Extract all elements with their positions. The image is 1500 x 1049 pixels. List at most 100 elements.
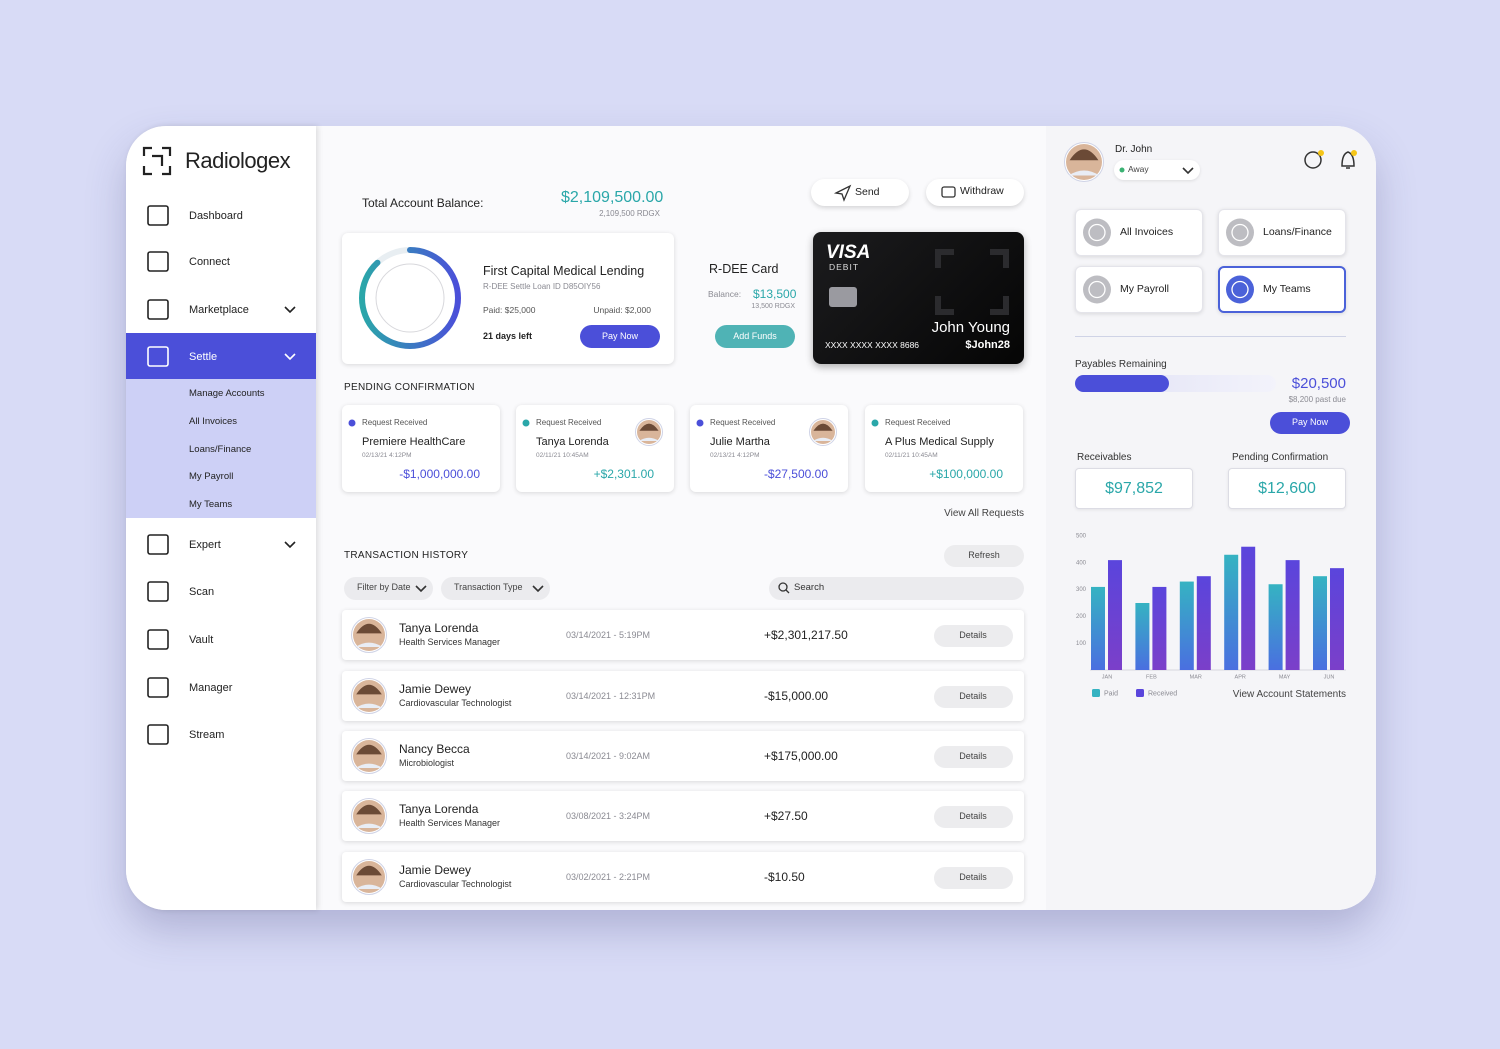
summary-label: Receivables [1077,452,1132,463]
filter-dropdown[interactable] [344,577,433,600]
summary-box [1075,468,1193,509]
details-button[interactable] [934,867,1013,889]
loan-days-left: 21 days left [483,331,533,342]
status-dropdown[interactable] [1114,160,1200,180]
nav-item[interactable]: Connect [189,255,230,268]
transaction-name: Tanya Lorenda [399,621,479,636]
transaction-date: 03/14/2021 - 5:19PM [566,630,651,641]
nav-item[interactable]: Stream [189,728,225,741]
details-button[interactable] [934,686,1013,708]
details-label[interactable]: Details [959,811,987,822]
balance-amount: $2,109,500.00 [561,188,664,206]
add-funds-label[interactable]: Add Funds [733,331,777,342]
transaction-role: Health Services Manager [399,818,501,829]
submenu-item[interactable]: My Teams [189,498,233,510]
transaction-name: Nancy Becca [399,742,470,757]
transaction-role: Cardiovascular Technologist [399,698,512,709]
statements-link[interactable]: View Account Statements [1232,688,1346,700]
transaction-amount: -$10.50 [764,870,805,885]
details-label[interactable]: Details [959,751,987,762]
submenu-item[interactable]: Loans/Finance [189,443,252,455]
nav-item[interactable]: Settle [189,350,218,363]
transaction-row [342,671,1024,721]
nav-active [126,333,316,379]
rdee-tokens: 13,500 RDGX [751,303,795,311]
quick-link-label[interactable]: Loans/Finance [1263,226,1332,239]
pay-now-button[interactable] [1270,412,1350,434]
section-title: TRANSACTION HISTORY [344,549,469,561]
details-label[interactable]: Details [959,872,987,883]
pay-now-label[interactable]: Pay Now [601,331,639,342]
payables-label: Payables Remaining [1075,358,1167,370]
refresh-label[interactable]: Refresh [968,550,1000,561]
pending-amount: +$2,301.00 [593,467,654,482]
transaction-date: 03/14/2021 - 12:31PM [566,691,656,702]
details-label[interactable]: Details [959,630,987,641]
view-all-link[interactable]: View All Requests [944,507,1024,519]
transaction-role: Health Services Manager [399,637,501,648]
nav-item[interactable]: Marketplace [189,303,249,316]
refresh-button[interactable] [944,545,1024,567]
transaction-role: Microbiologist [399,758,455,769]
pending-card [342,405,500,492]
nav-item[interactable]: Expert [189,538,221,551]
summary-label: Pending Confirmation [1232,452,1329,463]
card-number: XXXX XXXX XXXX 8686 [825,340,920,351]
filter-label[interactable]: Filter by Date [357,582,411,593]
summary-value: $97,852 [1105,479,1163,497]
transaction-row [342,791,1024,841]
submenu-item[interactable]: Manage Accounts [189,387,265,399]
loan-title: First Capital Medical Lending [483,263,645,278]
details-button[interactable] [934,806,1013,828]
pending-name: Premiere HealthCare [362,435,466,448]
pending-amount: +$100,000.00 [929,467,1003,482]
quick-link-label[interactable]: My Payroll [1120,283,1170,296]
details-button[interactable] [934,625,1013,647]
user-status: Away [1128,164,1149,175]
pending-amount: -$27,500.00 [763,467,828,482]
transaction-row [342,610,1024,660]
transaction-amount: -$15,000.00 [764,689,829,704]
submenu-item[interactable]: My Payroll [189,470,234,482]
transaction-name: Tanya Lorenda [399,802,479,817]
rdee-balance-label: Balance: [708,289,742,300]
send-button[interactable] [811,179,909,206]
nav-item[interactable]: Dashboard [189,209,243,222]
pay-now-label[interactable]: Pay Now [1291,417,1329,428]
nav-item[interactable]: Vault [189,633,214,646]
pending-name: Julie Martha [710,435,770,448]
nav-item[interactable]: Scan [189,585,215,598]
sidebar [126,126,316,910]
brand: Radiologex [185,147,291,173]
pending-name: A Plus Medical Supply [885,435,994,448]
section-title: PENDING CONFIRMATION [344,381,475,393]
balance-tokens: 2,109,500 RDGX [599,208,660,218]
card-kind: DEBIT [829,262,860,273]
nav-item[interactable]: Manager [189,681,233,694]
add-funds-button[interactable] [715,325,795,348]
pending-status: Request Received [536,417,602,427]
details-label[interactable]: Details [959,691,987,702]
submenu [126,379,316,518]
pending-card [865,405,1023,492]
send-label: Send [855,186,880,199]
quick-link-label[interactable]: My Teams [1263,283,1311,296]
user-name: Dr. John [1115,143,1153,155]
details-button[interactable] [934,746,1013,768]
search-input[interactable] [769,577,1024,600]
transaction-date: 03/02/2021 - 2:21PM [566,872,651,883]
pending-name: Tanya Lorenda [536,435,609,448]
rdee-title: R-DEE Card [709,261,779,276]
payables-fill [1075,375,1169,392]
filter-dropdown[interactable] [441,577,550,600]
filter-label[interactable]: Transaction Type [454,582,523,593]
quick-link-label[interactable]: All Invoices [1120,226,1174,239]
pending-date: 02/13/21 4:12PM [710,451,760,459]
payables-amount: $20,500 [1291,375,1346,393]
quick-link-tile[interactable] [1218,266,1346,313]
submenu-item[interactable]: All Invoices [189,415,238,427]
summary-box [1228,468,1346,509]
pay-now-button[interactable] [580,325,660,348]
balance-label: Total Account Balance: [362,196,484,211]
